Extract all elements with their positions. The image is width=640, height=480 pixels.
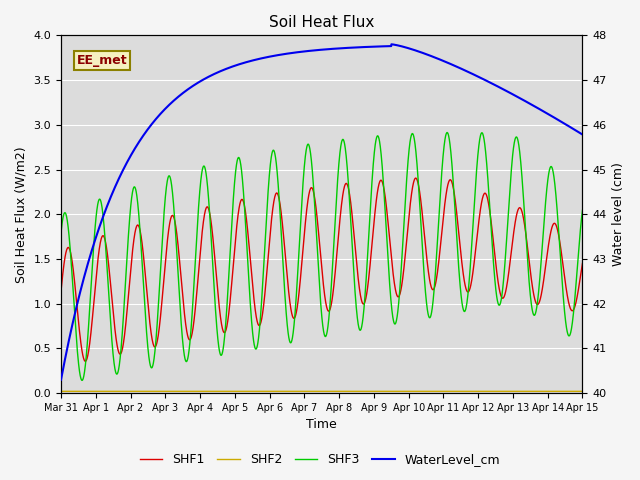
SHF2 [512, 388, 520, 394]
SHF1 [579, 261, 586, 266]
SHF2 [257, 388, 265, 394]
SHF2 [579, 388, 586, 394]
WaterLevel_cm [513, 93, 520, 99]
Line: SHF1: SHF1 [61, 178, 582, 361]
SHF3 [57, 230, 65, 236]
SHF1 [117, 351, 125, 357]
SHF3 [257, 305, 265, 311]
SHF2 [148, 388, 156, 394]
WaterLevel_cm [568, 125, 576, 131]
WaterLevel_cm [116, 172, 124, 178]
SHF3 [569, 318, 577, 324]
SHF3 [579, 207, 586, 213]
WaterLevel_cm [148, 121, 156, 127]
Y-axis label: Water level (cm): Water level (cm) [612, 162, 625, 266]
SHF3 [513, 134, 520, 140]
WaterLevel_cm [579, 132, 586, 137]
Text: EE_met: EE_met [77, 54, 127, 67]
WaterLevel_cm [280, 51, 287, 57]
SHF3 [78, 377, 86, 383]
SHF3 [280, 274, 287, 279]
Line: WaterLevel_cm: WaterLevel_cm [61, 44, 582, 380]
Title: Soil Heat Flux: Soil Heat Flux [269, 15, 374, 30]
SHF1 [257, 318, 265, 324]
Y-axis label: Soil Heat Flux (W/m2): Soil Heat Flux (W/m2) [15, 146, 28, 283]
WaterLevel_cm [57, 377, 65, 383]
SHF1 [569, 308, 577, 313]
SHF1 [412, 175, 420, 181]
X-axis label: Time: Time [307, 419, 337, 432]
Legend: SHF1, SHF2, SHF3, WaterLevel_cm: SHF1, SHF2, SHF3, WaterLevel_cm [135, 448, 505, 471]
SHF2 [116, 388, 124, 394]
SHF3 [148, 365, 156, 371]
SHF1 [57, 288, 65, 294]
WaterLevel_cm [388, 41, 396, 47]
Line: SHF3: SHF3 [61, 132, 582, 380]
SHF1 [513, 213, 520, 219]
SHF1 [81, 359, 89, 364]
WaterLevel_cm [257, 56, 265, 61]
SHF1 [148, 334, 156, 339]
SHF3 [444, 130, 451, 135]
SHF1 [280, 235, 287, 241]
SHF2 [57, 388, 65, 394]
SHF2 [568, 388, 576, 394]
SHF2 [280, 388, 287, 394]
SHF3 [117, 350, 125, 356]
